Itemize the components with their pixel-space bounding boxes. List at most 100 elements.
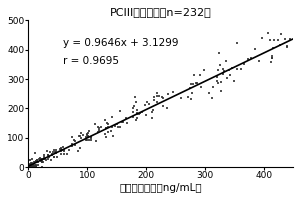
Point	[106, 123, 111, 126]
Point	[42, 155, 47, 158]
Point	[84, 134, 89, 137]
Point	[83, 139, 88, 142]
Point	[35, 161, 40, 164]
Point	[269, 57, 274, 60]
Point	[72, 143, 77, 147]
Point	[46, 158, 51, 161]
Point	[218, 64, 222, 67]
Point	[188, 82, 193, 85]
Point	[166, 92, 170, 96]
Point	[179, 97, 184, 100]
X-axis label: 对照试剂测值（ng/mL）: 对照试剂测值（ng/mL）	[119, 183, 202, 193]
Point	[151, 98, 156, 102]
Point	[219, 81, 224, 84]
Point	[97, 127, 102, 130]
Point	[269, 57, 274, 60]
Point	[30, 164, 35, 167]
Point	[155, 100, 160, 103]
Point	[39, 160, 44, 163]
Point	[231, 80, 236, 83]
Point	[134, 118, 139, 121]
Point	[111, 135, 116, 138]
Point	[92, 122, 97, 125]
Point	[285, 44, 290, 47]
Point	[103, 126, 108, 129]
Point	[54, 151, 59, 154]
Point	[36, 163, 41, 166]
Point	[34, 158, 39, 161]
Point	[218, 89, 223, 92]
Point	[27, 164, 32, 167]
Point	[145, 101, 150, 104]
Point	[152, 95, 157, 99]
Point	[121, 120, 125, 123]
Point	[58, 147, 63, 150]
Point	[131, 107, 136, 110]
Point	[95, 125, 100, 128]
Point	[55, 156, 60, 159]
Point	[37, 157, 42, 160]
Point	[34, 159, 38, 162]
Point	[113, 124, 118, 128]
Point	[59, 148, 64, 152]
Point	[46, 153, 50, 156]
Point	[58, 152, 63, 155]
Point	[164, 106, 169, 109]
Point	[30, 164, 35, 167]
Point	[110, 126, 114, 129]
Point	[84, 139, 89, 142]
Point	[47, 151, 52, 154]
Point	[104, 136, 109, 139]
Point	[143, 114, 148, 117]
Point	[39, 158, 44, 161]
Point	[27, 164, 32, 167]
Point	[28, 163, 32, 166]
Point	[136, 112, 141, 115]
Point	[285, 46, 290, 49]
Point	[223, 60, 228, 63]
Point	[46, 154, 50, 157]
Point	[283, 37, 288, 40]
Point	[28, 164, 33, 167]
Point	[33, 161, 38, 164]
Point	[227, 74, 232, 77]
Point	[154, 92, 159, 95]
Point	[257, 59, 262, 63]
Point	[202, 68, 207, 72]
Point	[242, 63, 246, 66]
Point	[30, 164, 35, 167]
Point	[78, 134, 83, 138]
Point	[160, 105, 165, 108]
Point	[142, 103, 147, 106]
Point	[235, 68, 239, 71]
Point	[160, 97, 165, 100]
Point	[40, 160, 45, 164]
Point	[135, 112, 140, 115]
Point	[27, 158, 32, 162]
Point	[115, 122, 119, 125]
Point	[103, 119, 108, 122]
Point	[149, 111, 154, 114]
Point	[79, 136, 83, 139]
Point	[51, 150, 56, 154]
Point	[98, 125, 103, 129]
Point	[45, 149, 50, 152]
Point	[85, 132, 90, 135]
Point	[69, 135, 74, 138]
Point	[123, 116, 128, 120]
Point	[110, 115, 115, 118]
Point	[34, 160, 39, 163]
Point	[105, 122, 110, 125]
Point	[49, 158, 53, 162]
Point	[190, 91, 195, 94]
Point	[215, 82, 220, 85]
Point	[33, 163, 38, 166]
Point	[190, 83, 195, 86]
Point	[108, 130, 113, 133]
Text: r = 0.9695: r = 0.9695	[63, 56, 119, 66]
Point	[86, 130, 91, 133]
Point	[41, 157, 46, 161]
Point	[268, 61, 273, 64]
Point	[38, 158, 43, 161]
Point	[37, 158, 41, 161]
